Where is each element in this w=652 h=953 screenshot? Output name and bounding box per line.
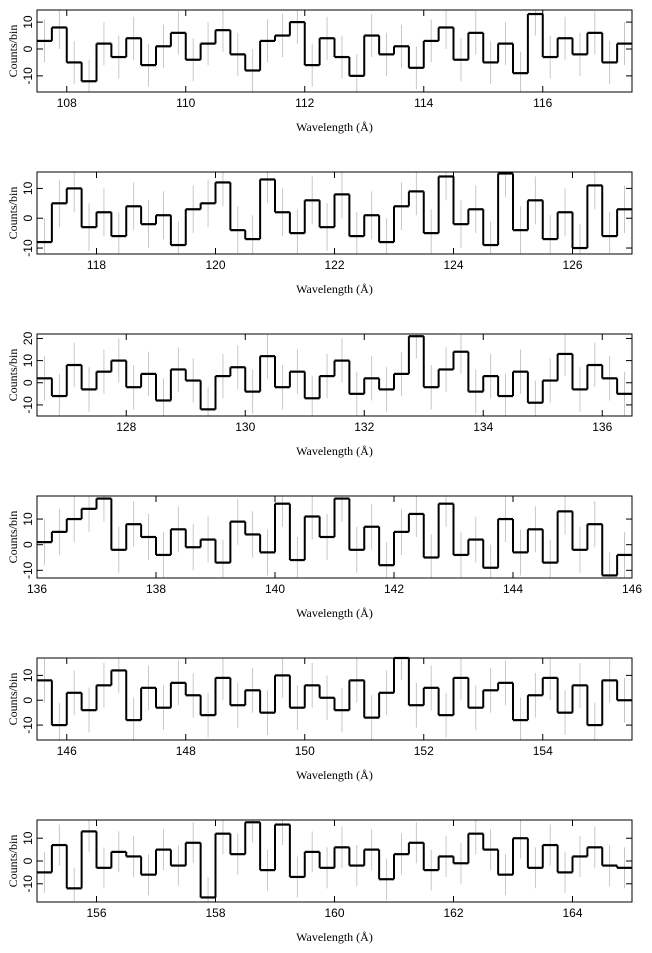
x-tick-label: 156 <box>86 906 106 920</box>
plot-frame <box>36 495 633 579</box>
y-tick-label: -10 <box>21 561 35 579</box>
x-tick-label: 136 <box>27 582 47 596</box>
y-tick-label: 0 <box>21 45 35 52</box>
x-tick-label: 152 <box>414 744 434 758</box>
x-tick-label: 136 <box>592 420 612 434</box>
y-axis-label: Counts/bin <box>6 835 20 888</box>
y-tick-label: 0 <box>21 857 35 864</box>
x-tick-label: 122 <box>324 258 344 272</box>
x-tick-label: 116 <box>533 96 552 110</box>
y-tick-label: 0 <box>21 215 35 222</box>
y-tick-label: -10 <box>21 396 35 414</box>
y-tick-label: 0 <box>21 541 35 548</box>
x-tick-label: 150 <box>295 744 315 758</box>
x-tick-label: 120 <box>205 258 225 272</box>
x-tick-label: 142 <box>384 582 404 596</box>
x-tick-label: 128 <box>116 420 136 434</box>
y-tick-label: 10 <box>21 512 35 526</box>
x-axis-label: Wavelength (Å) <box>296 768 373 782</box>
x-tick-label: 110 <box>176 96 195 110</box>
y-tick-label: -10 <box>21 716 35 734</box>
plot-frame <box>36 333 633 417</box>
x-tick-label: 162 <box>443 906 463 920</box>
x-tick-label: 124 <box>443 258 463 272</box>
x-axis-label: Wavelength (Å) <box>296 930 373 944</box>
x-tick-label: 160 <box>324 906 344 920</box>
x-tick-label: 108 <box>57 96 77 110</box>
x-tick-label: 154 <box>533 744 553 758</box>
y-tick-label: 0 <box>21 379 35 386</box>
x-axis-label: Wavelength (Å) <box>296 444 373 458</box>
x-axis-label: Wavelength (Å) <box>296 606 373 620</box>
y-tick-label: 10 <box>21 354 35 368</box>
x-tick-label: 146 <box>622 582 642 596</box>
y-tick-label: -10 <box>21 67 35 85</box>
y-axis-label: Counts/bin <box>6 187 20 240</box>
x-tick-label: 126 <box>562 258 582 272</box>
x-tick-label: 164 <box>562 906 582 920</box>
y-axis-label: Counts/bin <box>6 349 20 402</box>
y-axis-label: Counts/bin <box>6 25 20 78</box>
x-tick-label: 134 <box>473 420 493 434</box>
x-axis-label: Wavelength (Å) <box>296 120 373 134</box>
plot-frame <box>36 9 633 93</box>
x-tick-label: 158 <box>205 906 225 920</box>
x-tick-label: 144 <box>503 582 523 596</box>
x-tick-label: 146 <box>57 744 77 758</box>
x-tick-label: 138 <box>146 582 166 596</box>
y-tick-label: 10 <box>21 668 35 682</box>
x-tick-label: 148 <box>176 744 196 758</box>
x-tick-label: 112 <box>295 96 314 110</box>
plot-frame <box>36 657 633 741</box>
y-tick-label: 0 <box>21 697 35 704</box>
y-axis-label: Counts/bin <box>6 673 20 726</box>
x-axis-label: Wavelength (Å) <box>296 282 373 296</box>
y-axis-label: Counts/bin <box>6 511 20 564</box>
x-tick-label: 140 <box>265 582 285 596</box>
y-tick-label: -10 <box>21 239 35 257</box>
y-tick-label: 10 <box>21 831 35 845</box>
x-tick-label: 130 <box>235 420 255 434</box>
y-tick-label: -10 <box>21 875 35 893</box>
y-tick-label: 20 <box>21 331 35 345</box>
x-tick-label: 132 <box>354 420 374 434</box>
y-tick-label: 10 <box>21 15 35 29</box>
x-tick-label: 114 <box>414 96 433 110</box>
y-tick-label: 10 <box>21 181 35 195</box>
x-tick-label: 118 <box>87 258 106 272</box>
